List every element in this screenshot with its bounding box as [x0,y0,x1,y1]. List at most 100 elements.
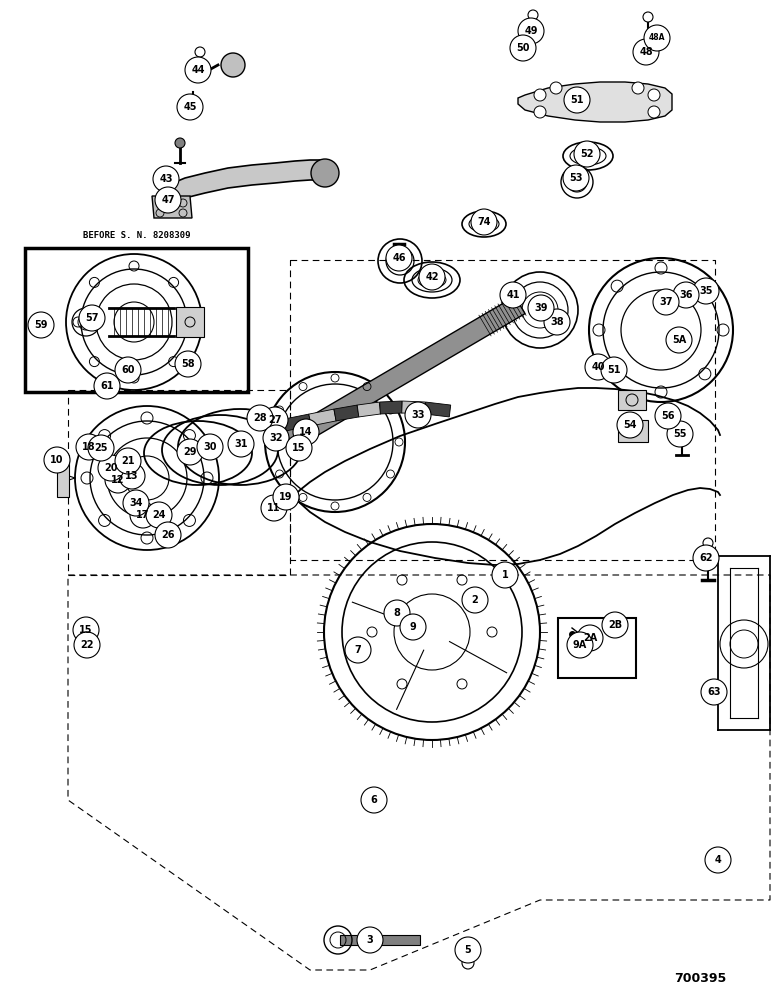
Circle shape [195,47,205,57]
Text: 6: 6 [371,795,378,805]
Circle shape [185,57,211,83]
Text: 3: 3 [367,935,374,945]
Text: 20: 20 [104,463,118,473]
Circle shape [228,431,254,457]
Bar [57,455,69,497]
Circle shape [668,408,678,418]
Circle shape [462,587,488,613]
Text: 39: 39 [534,303,548,313]
Bar [618,390,646,410]
Bar [176,307,204,337]
Text: 49: 49 [524,26,538,36]
Circle shape [155,187,181,213]
Circle shape [567,632,593,658]
Circle shape [155,522,181,548]
Circle shape [644,25,670,51]
Text: 52: 52 [581,149,594,159]
Text: 5: 5 [465,945,472,955]
Circle shape [293,419,319,445]
Text: 25: 25 [94,443,108,453]
Text: 13: 13 [125,471,139,481]
Polygon shape [285,296,525,449]
Text: 19: 19 [279,492,293,502]
Text: 15: 15 [293,443,306,453]
Text: 50: 50 [516,43,530,53]
Polygon shape [340,935,420,945]
Bar [618,420,648,442]
Circle shape [123,490,149,516]
Circle shape [643,12,653,22]
Circle shape [705,847,731,873]
Circle shape [601,357,627,383]
Text: 42: 42 [425,272,438,282]
Text: 41: 41 [506,290,520,300]
Circle shape [384,600,410,626]
Circle shape [273,484,299,510]
Text: 26: 26 [161,530,174,540]
Text: 1: 1 [502,570,509,580]
Text: 8: 8 [394,608,401,618]
Circle shape [28,312,54,338]
Circle shape [673,282,699,308]
Text: 30: 30 [203,442,217,452]
Text: BEFORE S. N. 8208309: BEFORE S. N. 8208309 [83,231,190,240]
Text: 5A: 5A [672,335,686,345]
Text: 45: 45 [183,102,197,112]
Polygon shape [152,196,192,218]
Circle shape [115,448,141,474]
Circle shape [544,309,570,335]
Circle shape [710,850,726,866]
Text: 35: 35 [699,286,713,296]
Circle shape [345,637,371,663]
Text: 2A: 2A [583,633,597,643]
Circle shape [263,425,289,451]
Text: 47: 47 [161,195,174,205]
Text: 46: 46 [392,253,406,263]
Bar [25,248,248,392]
Text: 17: 17 [136,510,150,520]
Text: 9: 9 [410,622,416,632]
Text: 54: 54 [623,420,637,430]
Text: 51: 51 [608,365,621,375]
Text: 62: 62 [699,553,713,563]
Circle shape [177,439,203,465]
Circle shape [286,435,312,461]
Circle shape [585,354,611,380]
Circle shape [221,53,245,77]
Text: 27: 27 [268,415,282,425]
Circle shape [648,89,660,101]
Text: 2: 2 [472,595,479,605]
Text: 7: 7 [354,645,361,655]
Circle shape [98,455,124,481]
Circle shape [177,94,203,120]
Text: 9A: 9A [573,640,587,650]
Text: 48A: 48A [648,33,665,42]
Text: 40: 40 [591,362,604,372]
Text: 11: 11 [267,503,281,513]
Circle shape [115,357,141,383]
Circle shape [693,278,719,304]
Circle shape [44,447,70,473]
Circle shape [175,351,201,377]
Text: 38: 38 [550,317,564,327]
Text: 700395: 700395 [674,972,726,984]
Circle shape [405,402,431,428]
Circle shape [88,435,114,461]
Circle shape [366,792,382,808]
Circle shape [119,463,145,489]
Text: 28: 28 [253,413,267,423]
Circle shape [564,87,590,113]
Polygon shape [380,401,402,414]
Text: 2B: 2B [608,620,622,630]
Circle shape [633,39,659,65]
Text: 12: 12 [111,475,125,485]
Circle shape [518,18,544,44]
Text: 57: 57 [85,313,99,323]
Text: 74: 74 [477,217,491,227]
Circle shape [357,927,383,953]
Text: 58: 58 [181,359,195,369]
Text: 44: 44 [191,65,205,75]
Polygon shape [334,405,359,421]
Text: 61: 61 [100,381,113,391]
Circle shape [653,289,679,315]
